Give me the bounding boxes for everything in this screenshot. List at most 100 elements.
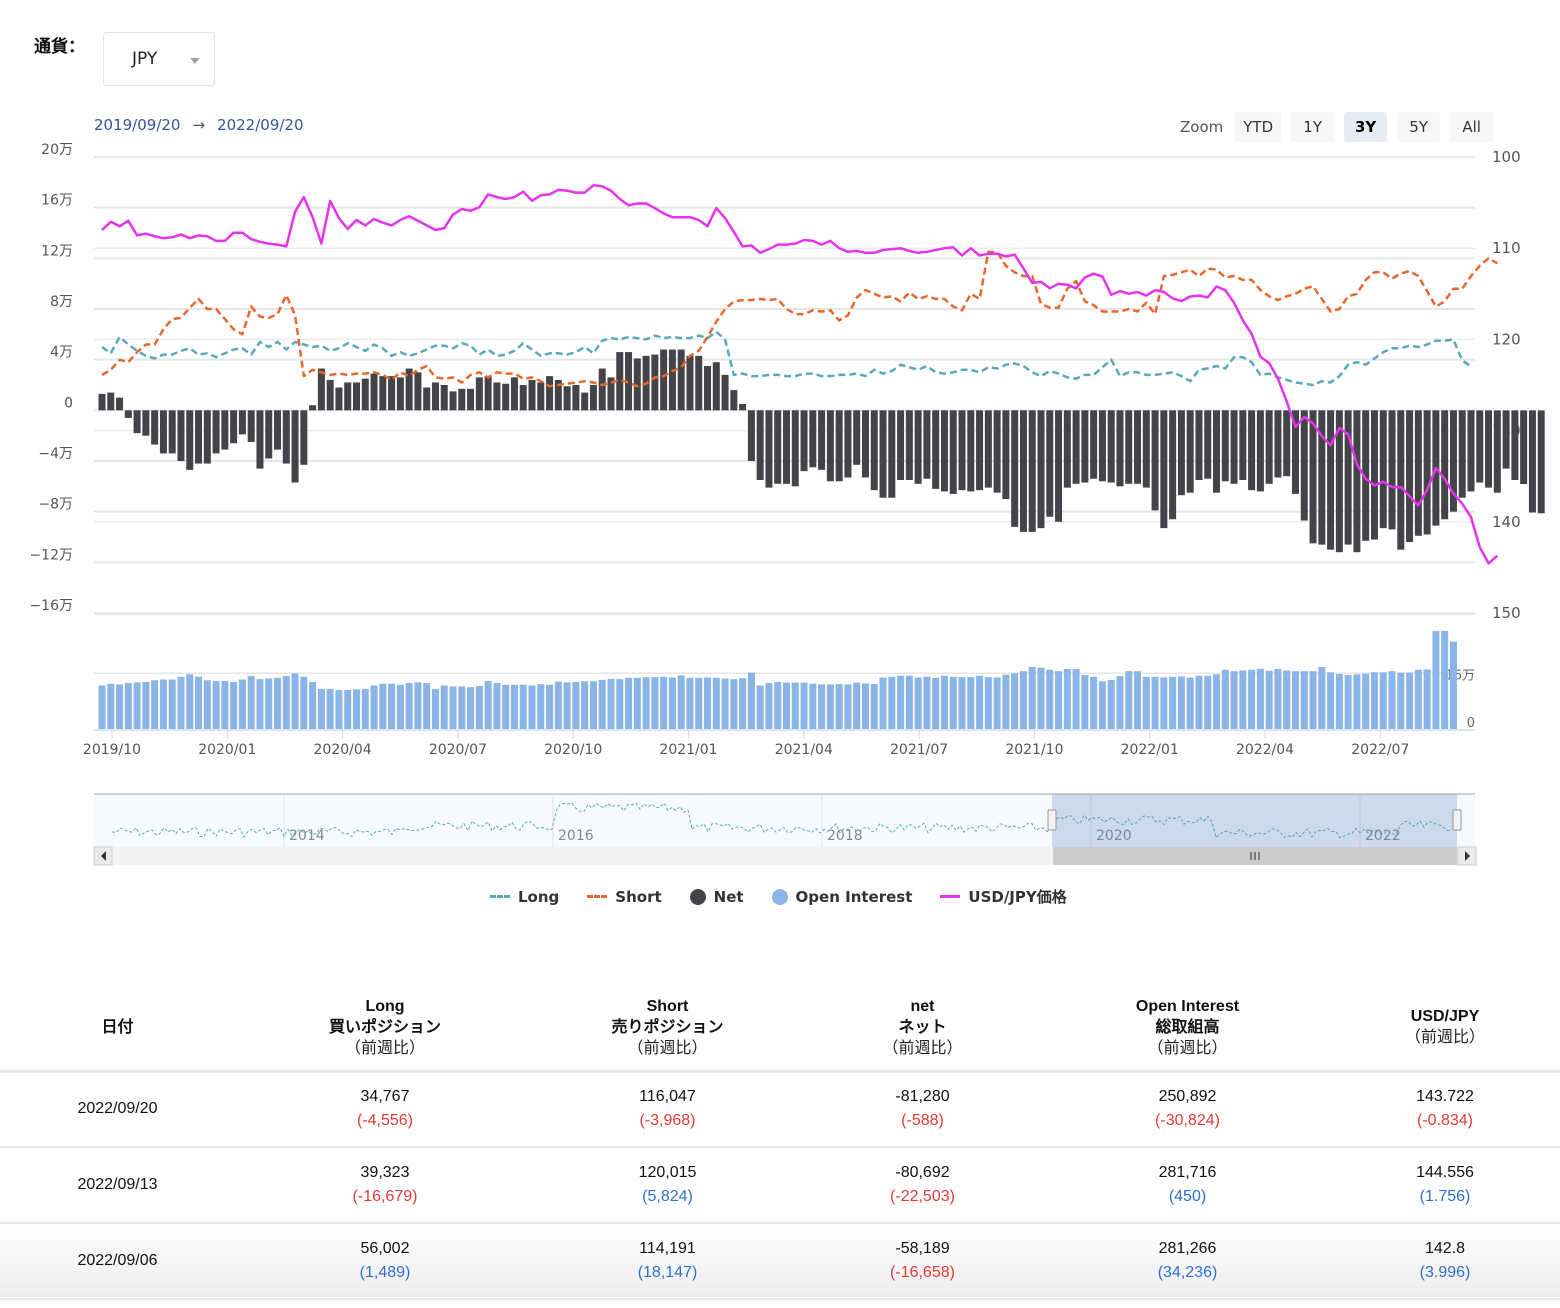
legend-label: Open Interest bbox=[795, 887, 913, 906]
net-bar bbox=[1248, 410, 1256, 491]
open-interest-bar bbox=[1230, 671, 1238, 729]
range-to[interactable]: 2022/09/20 bbox=[217, 116, 304, 134]
net-bar bbox=[791, 410, 799, 487]
legend-item-open-interest[interactable]: Open Interest bbox=[771, 886, 913, 907]
cell-main-value: -80,692 bbox=[895, 1164, 950, 1181]
open-interest-bar bbox=[546, 684, 554, 729]
navigator-left-handle[interactable] bbox=[1047, 809, 1057, 831]
open-interest-bar bbox=[414, 682, 422, 729]
net-bar bbox=[818, 410, 826, 470]
open-interest-bars bbox=[98, 630, 1457, 729]
open-interest-bar bbox=[274, 677, 282, 729]
net-bar bbox=[1230, 410, 1238, 484]
legend-item-net[interactable]: Net bbox=[689, 886, 744, 907]
legend-item-short[interactable]: Short bbox=[587, 886, 662, 907]
net-bar bbox=[1125, 410, 1133, 484]
open-interest-bar bbox=[783, 682, 790, 729]
range-from[interactable]: 2019/09/20 bbox=[94, 116, 181, 134]
net-bar bbox=[844, 410, 852, 478]
table-row: 2022/09/20 34,767 (-4,556) 116,047 (-3,968) -… bbox=[0, 1071, 1560, 1147]
open-interest-bar bbox=[1353, 674, 1361, 729]
net-bar bbox=[1195, 410, 1203, 480]
header-date: 日付 bbox=[101, 1018, 134, 1036]
net-bar bbox=[1502, 410, 1510, 469]
open-interest-bar bbox=[791, 682, 799, 729]
open-interest-bar bbox=[1318, 667, 1326, 729]
open-interest-bar bbox=[1134, 671, 1142, 729]
net-bar bbox=[168, 410, 176, 454]
net-bar bbox=[133, 410, 141, 434]
open-interest-bar bbox=[405, 683, 413, 729]
cell-main-value: 120,015 bbox=[638, 1164, 697, 1181]
net-bar bbox=[1397, 410, 1405, 550]
open-interest-bar bbox=[195, 676, 203, 729]
chart-legend: Long Short Net Open Interest USD/JPY価格 bbox=[490, 886, 1067, 907]
net-bar bbox=[660, 349, 668, 411]
zoom-button-3y[interactable]: 3Y bbox=[1344, 112, 1388, 142]
open-interest-bar bbox=[1291, 671, 1299, 729]
net-bar bbox=[739, 404, 747, 411]
open-interest-bar bbox=[870, 684, 878, 729]
open-interest-bar bbox=[1256, 668, 1264, 729]
open-interest-bar bbox=[888, 676, 896, 729]
net-bar bbox=[1283, 410, 1291, 477]
x-axis-tick-label: 2020/01 bbox=[198, 742, 256, 758]
net-bar bbox=[467, 388, 475, 411]
open-interest-bar bbox=[1037, 667, 1045, 729]
open-interest-bar bbox=[203, 680, 211, 729]
net-bar bbox=[712, 362, 720, 411]
legend-item-long[interactable]: Long bbox=[490, 886, 559, 907]
cell-change-value: (-16,679) bbox=[352, 1188, 418, 1205]
open-interest-bar bbox=[1379, 672, 1387, 729]
open-interest-bar bbox=[861, 683, 869, 729]
cell-value: -80,692 (-22,503) bbox=[800, 1147, 1045, 1223]
scrollbar bbox=[93, 846, 1477, 866]
net-bar bbox=[352, 382, 360, 411]
net-bar bbox=[1406, 410, 1414, 543]
open-interest-bar bbox=[1002, 674, 1010, 729]
open-interest-bar bbox=[1081, 675, 1089, 729]
net-bar bbox=[1370, 410, 1378, 540]
open-interest-bar bbox=[1090, 676, 1098, 729]
net-bar bbox=[1028, 410, 1036, 532]
header-open-interest: Open Interest 総取組高 （前週比） bbox=[1135, 997, 1240, 1057]
date-range: 2019/09/20 → 2022/09/20 bbox=[94, 116, 304, 134]
zoom-button-1y[interactable]: 1Y bbox=[1291, 112, 1335, 142]
open-interest-bar bbox=[309, 681, 317, 729]
net-bar bbox=[1160, 410, 1168, 529]
open-interest-bar bbox=[967, 677, 975, 729]
net-bar bbox=[238, 410, 246, 435]
cot-table: 日付 Long 買いポジション （前週比） Short 売りポジション （前週比） ne… bbox=[0, 985, 1560, 1300]
currency-dropdown[interactable]: JPY bbox=[103, 32, 215, 86]
net-bar bbox=[1537, 410, 1545, 514]
net-bar bbox=[835, 410, 843, 482]
net-bar bbox=[1213, 410, 1221, 493]
zoom-button-ytd[interactable]: YTD bbox=[1235, 112, 1282, 142]
net-bar bbox=[958, 410, 966, 491]
left-axis-tick-label: 20万 bbox=[41, 142, 73, 158]
net-bar bbox=[440, 385, 448, 411]
x-axis-tick-label: 2020/07 bbox=[429, 742, 487, 758]
navigator-right-handle[interactable] bbox=[1452, 809, 1462, 831]
open-interest-bar bbox=[625, 677, 633, 729]
open-interest-bar bbox=[370, 685, 378, 729]
open-interest-bar bbox=[905, 675, 913, 729]
legend-item-usdjpy[interactable]: USD/JPY価格 bbox=[940, 886, 1067, 907]
zoom-button-all[interactable]: All bbox=[1450, 112, 1494, 142]
net-bar bbox=[1449, 410, 1457, 512]
x-axis-tick-label: 2019/10 bbox=[83, 742, 141, 758]
net-bar bbox=[967, 410, 975, 492]
net-bar bbox=[668, 349, 676, 411]
circle-icon bbox=[689, 888, 706, 905]
cell-value: 56,002 (1,489) bbox=[235, 1223, 535, 1299]
header-short: Short 売りポジション （前週比） bbox=[611, 997, 724, 1057]
right-axis-tick-label: 140 bbox=[1492, 513, 1521, 531]
cell-change-value: (-3,968) bbox=[639, 1112, 696, 1130]
open-interest-bar bbox=[589, 681, 597, 729]
open-interest-bar bbox=[116, 684, 124, 729]
long-series-line bbox=[101, 330, 1472, 387]
x-axis-tick-label: 2022/01 bbox=[1121, 742, 1179, 758]
zoom-button-5y[interactable]: 5Y bbox=[1397, 112, 1441, 142]
open-interest-bar bbox=[730, 679, 738, 729]
open-interest-bar bbox=[1195, 675, 1203, 729]
